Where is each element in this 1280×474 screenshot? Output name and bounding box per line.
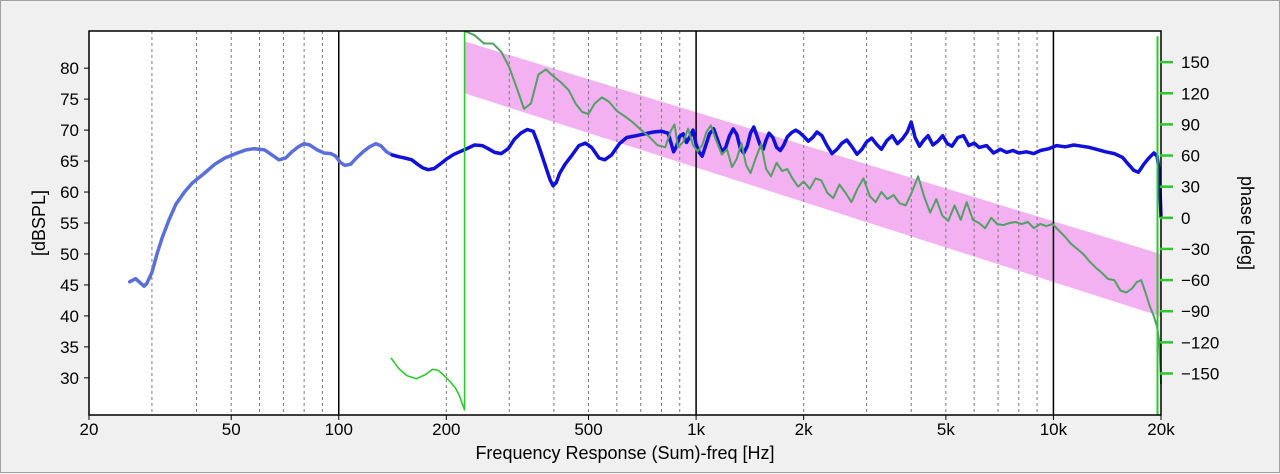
- x-tick-label: 1k: [687, 420, 705, 439]
- x-tick-label: 2k: [795, 420, 813, 439]
- y-axis-label-left: [dBSPL]: [29, 190, 49, 256]
- phase-curve: [464, 30, 1162, 384]
- x-axis-label: Frequency Response (Sum)-freq [Hz]: [475, 443, 774, 463]
- y-right-tick-label: −150: [1181, 364, 1219, 383]
- y-right-tick-label: 60: [1181, 147, 1200, 166]
- y-left-tick-label: 55: [60, 214, 79, 233]
- x-tick-label: 500: [574, 420, 602, 439]
- spl-curve-high: [390, 120, 1163, 219]
- y-right-tick-label: −30: [1181, 240, 1210, 259]
- x-tick-label: 20: [80, 420, 99, 439]
- y-right-tick-label: 30: [1181, 178, 1200, 197]
- y-left-tick-label: 35: [60, 338, 79, 357]
- x-tick-label: 100: [325, 420, 353, 439]
- y-right-tick-label: 120: [1181, 84, 1209, 103]
- y-right-tick-label: −120: [1181, 333, 1219, 352]
- spl-curve-low: [127, 141, 401, 288]
- y-right-tick-label: 150: [1181, 53, 1209, 72]
- y-left-tick-label: 80: [60, 59, 79, 78]
- y-left-tick-label: 75: [60, 90, 79, 109]
- y-left-tick-label: 70: [60, 121, 79, 140]
- x-tick-label: 10k: [1040, 420, 1068, 439]
- phase-curve-low: [390, 31, 466, 411]
- y-left-tick-label: 60: [60, 183, 79, 202]
- y-right-tick-label: 0: [1181, 209, 1190, 228]
- y-axis-label-right: phase [deg]: [1237, 176, 1257, 270]
- x-tick-label: 20k: [1147, 420, 1175, 439]
- y-left-tick-label: 40: [60, 307, 79, 326]
- x-tick-label: 200: [432, 420, 460, 439]
- phase-tolerance-band: [464, 41, 1162, 317]
- x-tick-label: 50: [222, 420, 241, 439]
- x-tick-label: 5k: [937, 420, 955, 439]
- y-right-tick-label: −90: [1181, 302, 1210, 321]
- y-left-tick-label: 50: [60, 245, 79, 264]
- y-right-tick-label: 90: [1181, 115, 1200, 134]
- y-left-tick-label: 65: [60, 152, 79, 171]
- y-left-tick-label: 45: [60, 276, 79, 295]
- y-right-tick-label: −60: [1181, 271, 1210, 290]
- y-left-tick-label: 30: [60, 369, 79, 388]
